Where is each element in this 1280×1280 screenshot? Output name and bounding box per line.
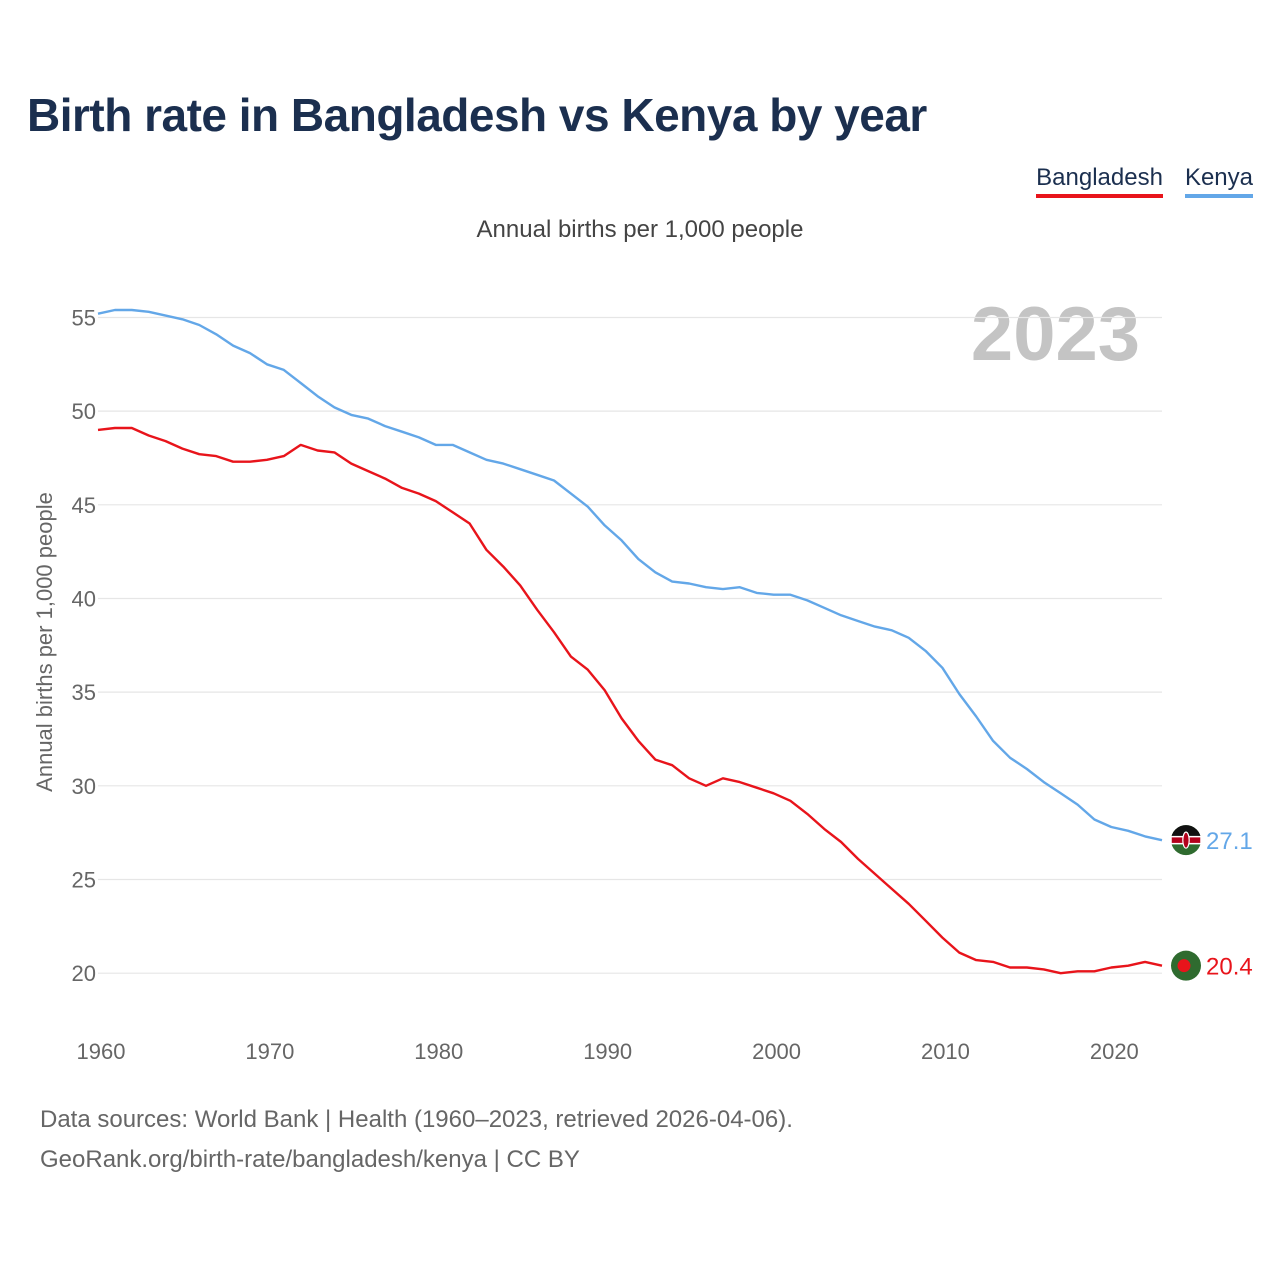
x-tick-label: 2020 xyxy=(1090,1039,1139,1064)
y-axis-title: Annual births per 1,000 people xyxy=(32,492,57,792)
y-tick-label: 40 xyxy=(72,586,96,611)
x-tick-label: 2000 xyxy=(752,1039,801,1064)
x-tick-label: 1980 xyxy=(414,1039,463,1064)
legend-item-bangladesh[interactable]: Bangladesh xyxy=(1036,164,1163,198)
end-value-label-bangladesh: 20.4 xyxy=(1206,954,1253,981)
legend-item-kenya[interactable]: Kenya xyxy=(1184,164,1253,198)
y-tick-label: 45 xyxy=(72,493,96,518)
y-tick-label: 50 xyxy=(72,399,96,424)
bangladesh-flag-disc xyxy=(1177,959,1191,973)
y-tick-label: 30 xyxy=(72,774,96,799)
chart-title: Birth rate in Bangladesh vs Kenya by yea… xyxy=(27,89,927,141)
chart-subtitle: Annual births per 1,000 people xyxy=(476,216,804,243)
x-tick-label: 1970 xyxy=(245,1039,294,1064)
kenya-flag-shield xyxy=(1182,831,1190,849)
y-tick-label: 20 xyxy=(72,961,96,986)
x-tick-label: 2010 xyxy=(921,1039,970,1064)
year-watermark: 2023 xyxy=(971,292,1140,377)
legend: Bangladesh Kenya xyxy=(1036,164,1253,198)
y-tick-label: 55 xyxy=(72,305,96,330)
series-line-kenya xyxy=(97,308,1163,842)
y-tick-label: 25 xyxy=(72,867,96,892)
data-source-text: Data sources: World Bank | Health (1960–… xyxy=(40,1106,793,1133)
x-tick-label: 1960 xyxy=(77,1039,126,1064)
x-tick-label: 1990 xyxy=(583,1039,632,1064)
y-tick-label: 35 xyxy=(72,680,96,705)
end-value-label-kenya: 27.1 xyxy=(1206,828,1253,855)
attribution-text[interactable]: GeoRank.org/birth-rate/bangladesh/kenya … xyxy=(40,1146,580,1173)
series-line-bangladesh xyxy=(97,426,1163,975)
